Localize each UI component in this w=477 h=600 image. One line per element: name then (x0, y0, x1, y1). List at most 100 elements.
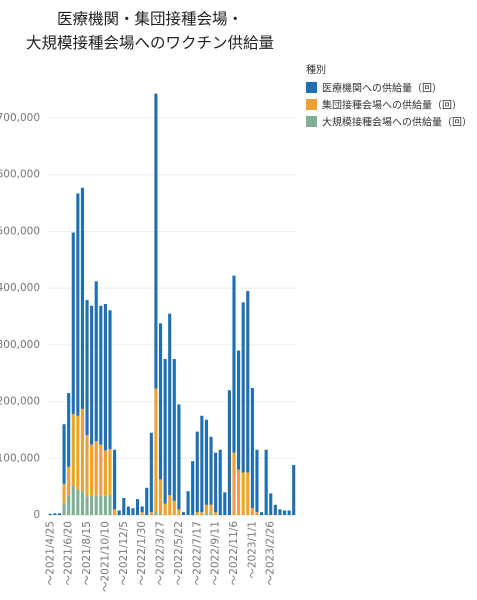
bar-segment-series-3 (62, 503, 66, 515)
bar-segment-series-2 (209, 504, 213, 514)
x-tick-label: ～2023/1/1 (246, 521, 258, 579)
bar-segment-series-1 (269, 493, 273, 515)
bar-segment-series-1 (195, 431, 199, 513)
x-tick-label: ～2022/9/11 (210, 521, 222, 585)
chart-title-line-2: 大規模接種会場へのワクチン供給量 (26, 34, 274, 52)
chart-title: 医療機関・集団接種会場・大規模接種会場へのワクチン供給量 (26, 10, 274, 52)
bar-segment-series-1 (90, 305, 94, 445)
x-tick-label: ～2021/12/5 (118, 521, 130, 585)
bar-segment-series-1 (103, 304, 107, 451)
bar-segment-series-2 (62, 483, 66, 504)
y-tick-label: 500,000 (0, 225, 40, 237)
y-tick-label: 600,000 (0, 169, 40, 181)
bar-segment-series-1 (214, 452, 218, 513)
x-tick-label: ～2021/8/15 (81, 521, 93, 585)
legend-swatch (306, 82, 317, 93)
bar-segment-series-1 (191, 461, 195, 516)
bar-segment-series-3 (71, 485, 75, 515)
bar-segment-series-1 (181, 512, 186, 515)
bar-segment-series-2 (113, 509, 117, 515)
bar-segment-series-2 (94, 441, 98, 496)
bar-segment-series-1 (76, 193, 80, 416)
legend-swatch (306, 99, 317, 110)
bar-segment-series-2 (172, 500, 176, 515)
bar-segment-series-2 (195, 512, 199, 515)
chart-title-line-1: 医療機関・集団接種会場・ (57, 10, 243, 28)
bar-segment-series-1 (135, 499, 140, 515)
bar-segment-series-3 (108, 494, 112, 515)
bar-segment-series-1 (218, 449, 222, 515)
bar-segment-series-1 (237, 350, 241, 470)
bar-segment-series-2 (154, 388, 158, 513)
legend-swatch (306, 116, 317, 127)
x-tick-label: ～2022/5/22 (173, 521, 185, 585)
bar-segment-series-2 (163, 503, 167, 515)
bar-segment-series-1 (48, 513, 52, 515)
bar-segment-series-3 (158, 513, 163, 515)
bar-segment-series-1 (122, 497, 126, 515)
bar-segment-series-2 (241, 472, 245, 515)
bar-segment-series-1 (223, 492, 227, 515)
bar-segment-series-1 (113, 449, 117, 510)
y-tick-label: 200,000 (0, 396, 40, 408)
bar-segment-series-2 (85, 435, 89, 497)
bar-segment-series-1 (80, 187, 84, 409)
bar-segment-series-1 (145, 487, 149, 515)
bar-segment-series-2 (67, 466, 71, 496)
bar-segment-series-2 (204, 504, 208, 514)
bar-segment-series-2 (168, 495, 172, 515)
y-tick-label: 300,000 (0, 339, 40, 351)
bar-segment-series-1 (67, 393, 71, 467)
grid-lines (48, 117, 296, 516)
bar-segment-series-1 (126, 506, 130, 515)
bars (48, 93, 296, 516)
bar-segment-series-3 (76, 489, 80, 515)
bar-segment-series-1 (149, 432, 153, 513)
bar-segment-series-1 (186, 491, 190, 515)
bar-segment-series-3 (103, 495, 107, 515)
bar-segment-series-1 (62, 424, 66, 484)
x-tick-label: ～2022/1/30 (136, 521, 148, 585)
bar-segment-series-2 (250, 508, 254, 515)
x-tick-label: ～2021/4/25 (44, 521, 56, 585)
bar-segment-series-1 (273, 504, 277, 515)
bar-segment-series-2 (99, 444, 103, 496)
bar-segment-series-3 (90, 495, 94, 515)
bar-segment-series-2 (255, 512, 259, 515)
bar-segment-series-3 (80, 491, 84, 515)
bar-segment-series-1 (292, 465, 296, 515)
bar-segment-series-1 (85, 300, 89, 436)
bar-segment-series-2 (200, 512, 204, 515)
bar-segment-series-1 (53, 513, 57, 515)
x-tick-label: ～2021/6/20 (63, 521, 75, 585)
bar-segment-series-2 (149, 512, 153, 515)
bar-segment-series-1 (108, 310, 112, 450)
bar-segment-series-1 (204, 419, 208, 505)
bar-segment-series-1 (131, 508, 135, 515)
bar-segment-series-1 (287, 510, 291, 515)
bar-segment-series-1 (278, 509, 282, 515)
y-tick-label: 0 (33, 509, 40, 521)
bar-segment-series-2 (140, 512, 144, 515)
bar-segment-series-2 (237, 469, 241, 515)
bar-segment-series-1 (172, 359, 176, 501)
x-tick-label: ～2023/2/26 (265, 521, 277, 586)
bar-segment-series-2 (108, 449, 112, 495)
bar-segment-series-1 (255, 449, 259, 513)
bar-segment-series-3 (99, 495, 103, 515)
bar-segment-series-2 (232, 452, 236, 515)
bar-segment-series-1 (246, 290, 250, 473)
y-tick-label: 400,000 (0, 282, 40, 294)
x-tick-label: ～2022/7/17 (191, 521, 203, 585)
bar-segment-series-1 (117, 510, 121, 515)
bar-segment-series-3 (204, 513, 208, 515)
bar-segment-series-1 (200, 415, 204, 513)
legend-label: 集団接種会場への供給量（回） (322, 99, 462, 112)
bar-segment-series-1 (250, 387, 254, 509)
bar-segment-series-1 (209, 436, 213, 505)
bar-segment-series-1 (57, 513, 62, 515)
bar-segment-series-2 (214, 512, 218, 515)
legend-label: 大規模接種会場への供給量（回） (322, 116, 472, 129)
